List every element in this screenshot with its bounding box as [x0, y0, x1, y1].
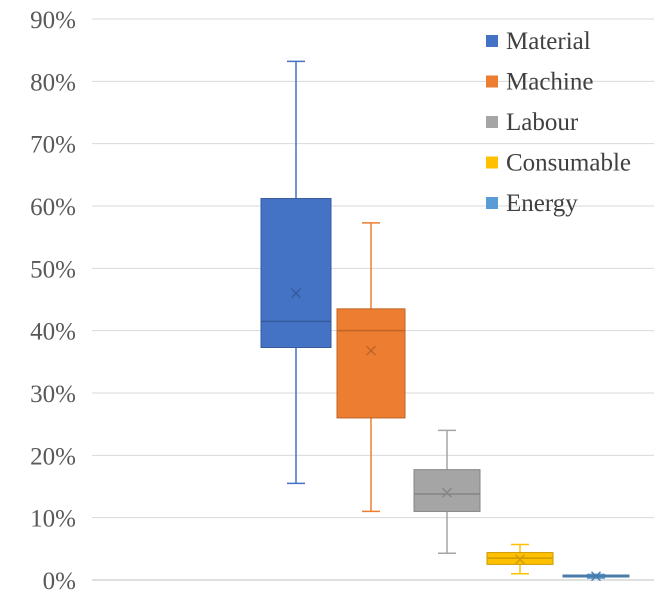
legend-swatch — [486, 35, 498, 47]
y-tick-label: 70% — [30, 132, 76, 159]
mean-marker-stroke — [366, 345, 376, 356]
legend-item-labour: Labour — [486, 109, 579, 136]
y-tick-label: 50% — [30, 256, 76, 283]
interquartile-box — [413, 469, 481, 512]
box-consumable — [486, 543, 554, 575]
mean-marker-stroke — [442, 487, 452, 498]
y-tick-label: 20% — [30, 443, 76, 470]
legend-label: Machine — [506, 69, 593, 96]
y-tick-label: 90% — [30, 7, 76, 34]
mean-marker-stroke — [515, 554, 525, 565]
legend-swatch — [486, 75, 498, 88]
legend-item-machine: Machine — [486, 69, 593, 96]
legend-label: Labour — [506, 109, 579, 136]
mean-marker — [291, 288, 301, 299]
y-tick-label: 10% — [30, 506, 76, 533]
legend-item-energy: Energy — [486, 190, 578, 217]
y-tick-label: 30% — [30, 381, 76, 408]
legend-label: Material — [506, 28, 591, 55]
y-tick-label: 80% — [30, 69, 76, 96]
mean-marker — [442, 487, 452, 498]
legend-item-material: Material — [486, 28, 591, 55]
box-energy — [562, 571, 630, 582]
box-labour — [413, 429, 481, 554]
legend-swatch — [486, 197, 498, 209]
y-tick-label: 40% — [30, 319, 76, 346]
mean-marker — [366, 345, 376, 356]
y-tick-label: 60% — [30, 194, 76, 221]
box-series — [260, 60, 630, 582]
interquartile-box — [260, 198, 332, 348]
legend-label: Consumable — [506, 150, 631, 177]
legend: Material Machine Labour Consumable Energy — [486, 28, 631, 217]
box-material — [260, 60, 332, 485]
legend-swatch — [486, 116, 498, 128]
mean-marker-stroke — [591, 571, 601, 582]
y-axis: 0% 10% 20% 30% 40% 50% 60% 70% 80% 90% — [30, 7, 76, 594]
mean-marker-stroke — [291, 288, 301, 299]
legend-swatch — [486, 156, 498, 169]
y-tick-label: 0% — [43, 568, 76, 594]
gridlines — [92, 18, 654, 581]
mean-marker — [591, 571, 601, 582]
interquartile-box — [336, 308, 406, 419]
legend-label: Energy — [506, 190, 578, 217]
legend-item-consumable: Consumable — [486, 150, 631, 177]
box-machine — [336, 222, 406, 513]
mean-marker — [515, 554, 525, 565]
